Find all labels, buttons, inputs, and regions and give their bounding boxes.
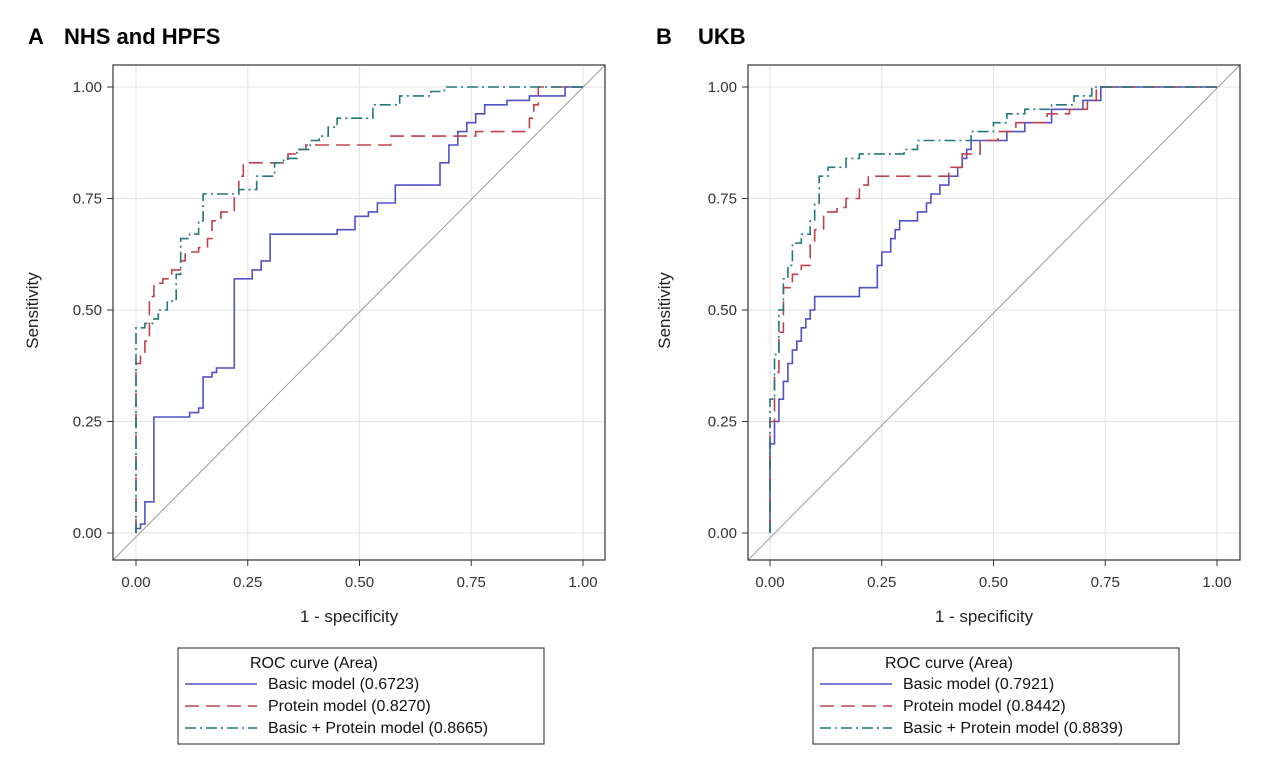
panel-b-x-axis-label: 1 - specificity [935,607,1034,626]
panel-b-y-tick: 0.75 [708,191,737,208]
panel-a-x-tick: 0.75 [457,574,486,591]
panel-a-title: NHS and HPFS [64,24,220,49]
panel-a-grid [113,65,605,560]
panel-b-curves [769,86,1217,533]
panel-a-curve-basic [135,86,583,533]
panel-b-legend-label-combined: Basic + Protein model (0.8839) [903,720,1123,737]
panel-a-x-tick: 0.00 [121,574,150,591]
panel-b-x-tick: 0.25 [867,574,896,591]
panel-b-legend-label-protein: Protein model (0.8442) [903,698,1066,715]
panel-b-legend-label-basic: Basic model (0.7921) [903,676,1054,693]
panel-a-y-tick: 0.50 [73,302,102,319]
panel-b-y-axis-label: Sensitivity [655,272,674,349]
panel-a-legend-title: ROC curve (Area) [250,655,378,672]
panel-a-letter: A [28,24,44,49]
panel-a-y-ticks: 0.00 0.25 0.50 0.75 1.00 [73,79,113,542]
panel-a-x-axis-label: 1 - specificity [300,607,399,626]
panel-b-x-tick: 0.50 [979,574,1008,591]
panel-a-curve-combined [135,86,583,533]
panel-b-y-tick: 1.00 [708,79,737,96]
panel-b-y-tick: 0.25 [708,414,737,431]
panel-b-legend: ROC curve (Area) Basic model (0.7921) Pr… [812,647,1180,745]
panel-b-y-tick: 0.50 [708,302,737,319]
panel-a-x-ticks: 0.00 0.25 0.50 0.75 1.00 [121,560,598,591]
panel-b-curve-protein [769,86,1217,533]
panel-a-x-tick: 0.25 [233,574,262,591]
panel-b-x-ticks: 0.00 0.25 0.50 0.75 1.00 [755,560,1232,591]
panel-a-reference-line [112,64,606,561]
panel-b-title: UKB [698,24,746,49]
panel-b-legend-box [812,647,1180,745]
panel-a-legend-label-combined: Basic + Protein model (0.8665) [268,720,488,737]
panel-b-grid [748,65,1240,560]
panel-b-x-tick: 0.75 [1091,574,1120,591]
panel-b-curve-combined [769,86,1217,533]
panel-a-y-tick: 0.75 [73,191,102,208]
panel-a: A NHS and HPFS 0.00 0.25 0.50 0.75 1.00 … [23,24,606,745]
panel-a-x-tick: 1.00 [568,574,597,591]
panel-a-y-axis-label: Sensitivity [23,272,42,349]
panel-b-x-tick: 1.00 [1202,574,1231,591]
panel-a-y-tick: 0.25 [73,414,102,431]
panel-b-reference-line [747,64,1241,561]
panel-b-x-tick: 0.00 [755,574,784,591]
panel-a-y-tick: 1.00 [73,79,102,96]
panel-a-y-tick: 0.00 [73,525,102,542]
panel-b-y-ticks: 0.00 0.25 0.50 0.75 1.00 [708,79,748,542]
panel-b: B UKB 0.00 0.25 0.50 0.75 1.00 0.00 0.25… [655,24,1241,745]
panel-b-letter: B [656,24,672,49]
panel-a-curves [135,86,583,533]
panel-a-curve-protein [135,86,583,533]
panel-b-y-tick: 0.00 [708,525,737,542]
panel-a-legend: ROC curve (Area) Basic model (0.6723) Pr… [177,647,545,745]
panel-a-legend-label-protein: Protein model (0.8270) [268,698,431,715]
panel-b-legend-title: ROC curve (Area) [885,655,1013,672]
panel-a-legend-label-basic: Basic model (0.6723) [268,676,419,693]
panel-a-legend-box [177,647,545,745]
panel-a-x-tick: 0.50 [345,574,374,591]
